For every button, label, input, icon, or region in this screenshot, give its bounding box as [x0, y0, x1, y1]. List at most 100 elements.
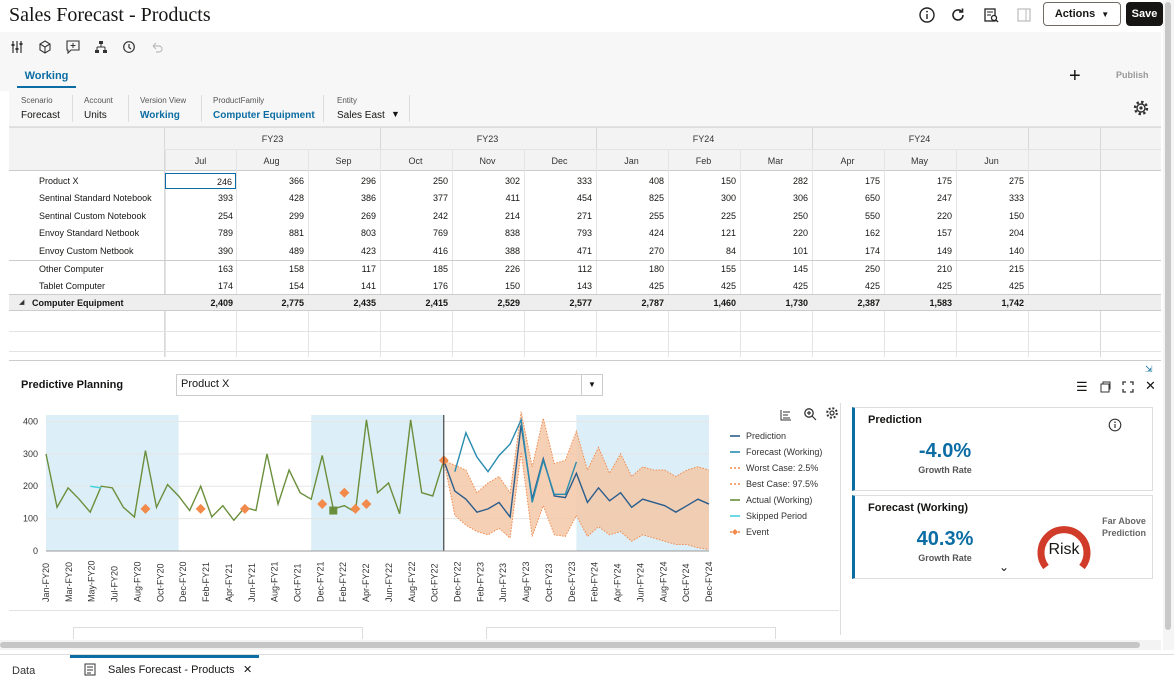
legend-item[interactable]: Actual (Working): [730, 492, 840, 508]
pov-value[interactable]: Units: [84, 110, 107, 121]
hierarchy-icon[interactable]: [94, 40, 108, 54]
grid-cell[interactable]: 793: [576, 228, 592, 238]
grid-cell[interactable]: 366: [288, 176, 304, 186]
maximize-icon[interactable]: [1122, 380, 1134, 393]
grid-cell[interactable]: 803: [360, 228, 376, 238]
grid-cell[interactable]: 158: [288, 264, 304, 274]
grid-cell[interactable]: 425: [792, 281, 808, 291]
grid-cell[interactable]: 306: [792, 193, 808, 203]
pov-value[interactable]: Sales East: [337, 110, 385, 121]
history-icon[interactable]: [122, 40, 136, 54]
chart-settings-icon[interactable]: [825, 406, 839, 420]
grid-cell[interactable]: 489: [288, 246, 304, 256]
info-icon[interactable]: [1108, 418, 1122, 432]
grid-cell[interactable]: 825: [648, 193, 664, 203]
grid-cell[interactable]: 242: [432, 211, 448, 221]
grid-cell[interactable]: 270: [648, 246, 664, 256]
publish-button[interactable]: Publish: [1116, 70, 1149, 80]
grid-cell[interactable]: 246: [165, 173, 236, 189]
grid-cell[interactable]: 425: [648, 281, 664, 291]
grid-cell[interactable]: 282: [792, 176, 808, 186]
grid-cell[interactable]: 550: [864, 211, 880, 221]
grid-cell[interactable]: 210: [936, 264, 952, 274]
grid-cell[interactable]: 155: [720, 264, 736, 274]
grid-cell[interactable]: 300: [720, 193, 736, 203]
inspect-icon[interactable]: [982, 6, 1000, 24]
tab-data[interactable]: Data: [12, 665, 36, 677]
grid-cell[interactable]: 255: [648, 211, 664, 221]
pov-value[interactable]: Working: [140, 110, 180, 121]
grid-cell[interactable]: 333: [1008, 193, 1024, 203]
grid-cell[interactable]: 271: [576, 211, 592, 221]
info-icon[interactable]: [918, 6, 936, 24]
grid-cell[interactable]: 425: [936, 281, 952, 291]
sliders-icon[interactable]: [10, 40, 24, 54]
grid-cell[interactable]: 299: [288, 211, 304, 221]
grid-cell[interactable]: 423: [360, 246, 376, 256]
tab-working[interactable]: Working: [17, 70, 76, 88]
grid-cell[interactable]: 150: [720, 176, 736, 186]
grid-cell[interactable]: 215: [1008, 264, 1024, 274]
pov-value[interactable]: Computer Equipment: [213, 110, 315, 121]
legend-item[interactable]: Best Case: 97.5%: [730, 476, 840, 492]
grid-cell[interactable]: 180: [648, 264, 664, 274]
save-button[interactable]: Save: [1126, 2, 1163, 26]
grid-cell[interactable]: 220: [792, 228, 808, 238]
grid-cell[interactable]: 225: [720, 211, 736, 221]
grid-cell[interactable]: 428: [288, 193, 304, 203]
grid-cell[interactable]: 424: [648, 228, 664, 238]
close-icon[interactable]: ✕: [1145, 378, 1156, 393]
legend-item[interactable]: Forecast (Working): [730, 444, 840, 460]
grid-cell[interactable]: 143: [576, 281, 592, 291]
grid-cell[interactable]: 121: [720, 228, 736, 238]
grid-cell[interactable]: 250: [792, 211, 808, 221]
grid-cell[interactable]: 214: [504, 211, 520, 221]
grid-cell[interactable]: 425: [720, 281, 736, 291]
menu-icon[interactable]: ☰: [1076, 379, 1088, 394]
grid-cell[interactable]: 220: [936, 211, 952, 221]
entity-dropdown-icon[interactable]: ▼: [391, 109, 400, 119]
zoom-icon[interactable]: [803, 407, 817, 421]
grid-cell[interactable]: 881: [288, 228, 304, 238]
grid-cell[interactable]: 454: [576, 193, 592, 203]
grid-cell[interactable]: 141: [360, 281, 376, 291]
grid-cell[interactable]: 838: [504, 228, 520, 238]
grid-cell[interactable]: 377: [432, 193, 448, 203]
grid-cell[interactable]: 175: [936, 176, 952, 186]
grid-cell[interactable]: 408: [648, 176, 664, 186]
grid-cell[interactable]: 204: [1008, 228, 1024, 238]
grid-cell[interactable]: 269: [360, 211, 376, 221]
grid-cell[interactable]: 302: [504, 176, 520, 186]
grid-cell[interactable]: 117: [361, 264, 376, 274]
grid-cell[interactable]: 112: [577, 264, 592, 274]
grid-cell[interactable]: 789: [217, 228, 233, 238]
grid-cell[interactable]: 425: [1008, 281, 1024, 291]
grid-cell[interactable]: 390: [217, 246, 233, 256]
gear-icon[interactable]: [1132, 99, 1150, 117]
grid-cell[interactable]: 247: [936, 193, 952, 203]
grid-cell[interactable]: 145: [792, 264, 808, 274]
grid-cell[interactable]: 416: [432, 246, 448, 256]
close-tab-icon[interactable]: ✕: [243, 664, 253, 676]
actions-button[interactable]: Actions ▼: [1043, 2, 1121, 26]
grid-cell[interactable]: 254: [217, 211, 233, 221]
cube-icon[interactable]: [38, 40, 52, 54]
add-icon[interactable]: +: [1069, 65, 1081, 87]
grid-cell[interactable]: 163: [217, 264, 233, 274]
grid-cell[interactable]: 393: [217, 193, 233, 203]
grid-cell[interactable]: 471: [576, 246, 592, 256]
grid-cell[interactable]: 162: [864, 228, 880, 238]
expand-panel-icon[interactable]: ⇲: [1145, 364, 1153, 374]
tab-sales-forecast[interactable]: Sales Forecast - Products: [108, 664, 235, 676]
grid-cell[interactable]: 149: [936, 246, 952, 256]
chart-legend-icon[interactable]: [780, 408, 792, 421]
legend-item[interactable]: Event: [730, 524, 840, 540]
pov-value[interactable]: Forecast: [21, 110, 60, 121]
grid-cell[interactable]: 174: [864, 246, 880, 256]
grid-cell[interactable]: 140: [1008, 246, 1024, 256]
grid-cell[interactable]: 650: [864, 193, 880, 203]
legend-item[interactable]: Skipped Period: [730, 508, 840, 524]
vertical-scrollbar[interactable]: [1163, 0, 1174, 650]
grid-cell[interactable]: 769: [432, 228, 448, 238]
panel-toggle-icon[interactable]: [1015, 6, 1033, 24]
